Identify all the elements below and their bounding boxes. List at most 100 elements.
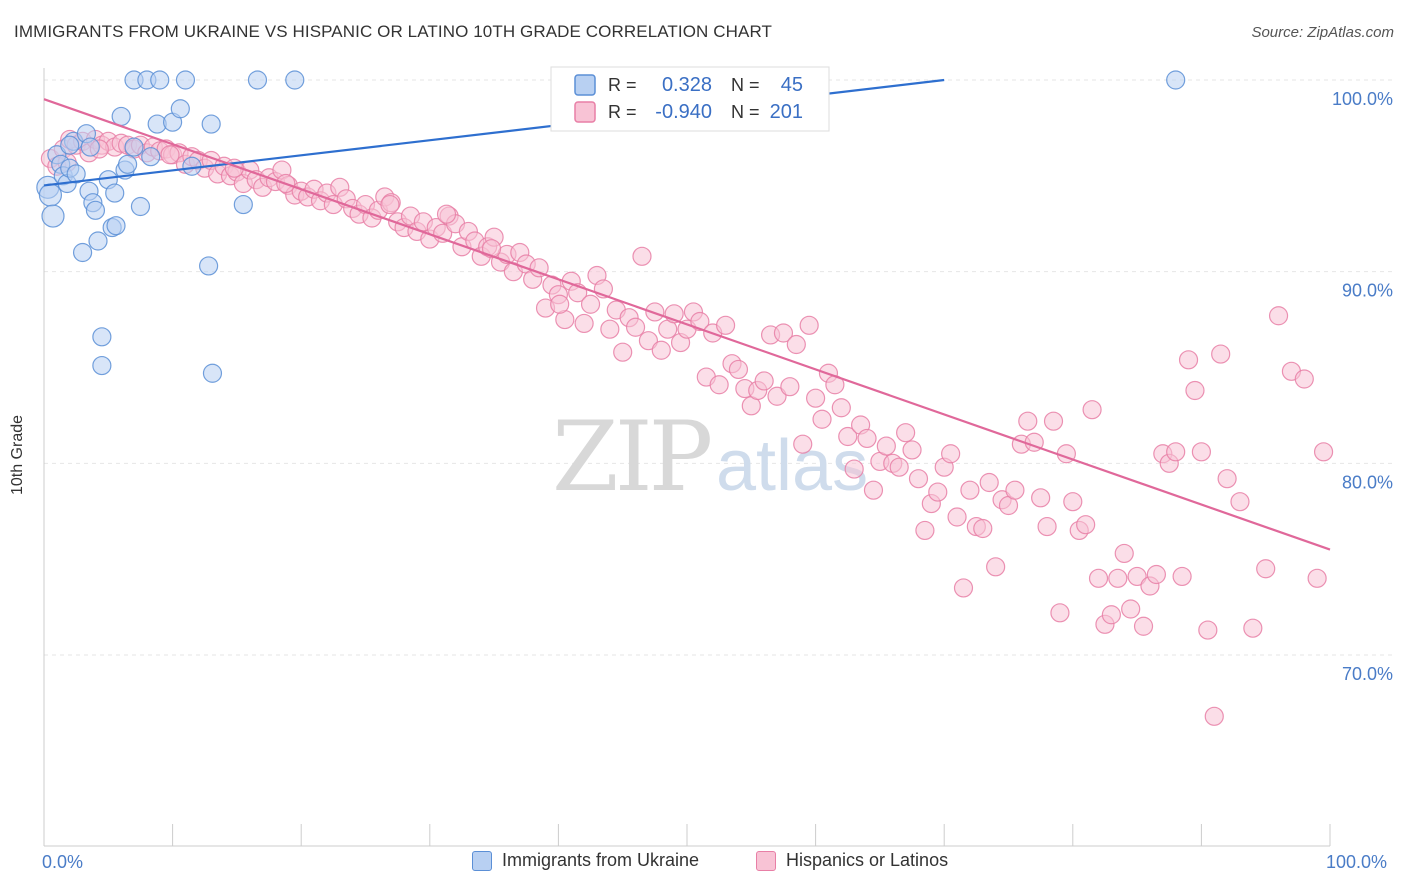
point-hispanic-186: [1256, 559, 1276, 579]
point-hispanic-116: [786, 334, 806, 355]
legend-box-frame: [550, 66, 830, 132]
point-hispanic-107: [728, 359, 749, 380]
point-ukraine-44: [60, 135, 80, 155]
legend-n-value-0: 45: [781, 74, 803, 96]
legend-item-hispanic: Hispanics or Latinos: [756, 850, 948, 871]
point-ukraine-43: [124, 137, 144, 157]
legend-r-label-1: R =: [608, 102, 637, 122]
point-hispanic-105: [715, 315, 736, 335]
point-hispanic-155: [1037, 516, 1057, 537]
point-ukraine-39: [285, 70, 305, 90]
legend-r-label-0: R =: [608, 75, 637, 95]
point-hispanic-177: [1178, 350, 1199, 370]
point-hispanic-117: [793, 434, 813, 454]
point-hispanic-124: [838, 426, 858, 447]
watermark: ZIP atlas: [552, 401, 868, 513]
point-hispanic-101: [690, 311, 710, 332]
point-hispanic-143: [960, 480, 980, 500]
point-hispanic-118: [799, 315, 819, 335]
ukraine-points: [36, 70, 1186, 383]
point-hispanic-199: [481, 239, 502, 259]
point-ukraine-17: [92, 355, 112, 376]
legend-r-value-0: 0.328: [662, 74, 712, 96]
point-hispanic-132: [889, 457, 909, 477]
point-ukraine-10: [72, 242, 93, 263]
point-hispanic-179: [1191, 442, 1212, 462]
point-hispanic-83: [574, 313, 594, 334]
point-ukraine-14: [85, 200, 106, 220]
bottom-legend: Immigrants from Ukraine Hispanics or Lat…: [0, 850, 1406, 880]
point-hispanic-130: [876, 436, 896, 456]
point-hispanic-87: [600, 319, 620, 339]
point-ukraine-1: [38, 183, 63, 207]
legend-r-value-1: -0.940: [655, 101, 712, 123]
point-hispanic-185: [1243, 618, 1263, 638]
point-ukraine-29: [150, 70, 170, 90]
point-hispanic-140: [941, 444, 961, 464]
point-hispanic-114: [773, 323, 794, 343]
y-tick-label-2: 80.0%: [1342, 472, 1393, 492]
point-hispanic-154: [1031, 488, 1051, 508]
axes: [43, 68, 1331, 847]
point-hispanic-84: [580, 294, 601, 314]
point-ukraine-41: [105, 183, 125, 203]
point-hispanic-167: [1114, 543, 1134, 564]
legend-n-value-1: 201: [770, 101, 803, 123]
point-ukraine-20: [106, 216, 126, 236]
x-tick-label-max: 100.0%: [1326, 852, 1388, 872]
point-hispanic-113: [767, 386, 787, 406]
point-ukraine-2: [41, 204, 65, 228]
point-hispanic-120: [812, 409, 832, 429]
point-hispanic-152: [1018, 411, 1038, 431]
point-hispanic-89: [613, 342, 633, 362]
point-hispanic-182: [1211, 344, 1231, 364]
point-hispanic-119: [805, 388, 826, 408]
point-hispanic-180: [1198, 620, 1218, 640]
watermark-zip: ZIP: [552, 401, 711, 513]
point-ukraine-42: [80, 137, 100, 157]
point-hispanic-135: [908, 469, 929, 489]
point-hispanic-178: [1185, 380, 1205, 401]
point-hispanic-128: [863, 480, 884, 500]
legend-swatch-ukraine: [472, 850, 492, 871]
point-hispanic-127: [857, 428, 877, 449]
point-hispanic-150: [1005, 480, 1025, 500]
point-hispanic-157: [1050, 603, 1070, 623]
point-hispanic-134: [902, 440, 922, 460]
trend-line-hispanic: [43, 98, 1331, 551]
point-ukraine-31: [170, 99, 190, 119]
point-hispanic-146: [979, 472, 999, 493]
point-ukraine-35: [201, 114, 221, 134]
source-label: Source: ZipAtlas.com: [1251, 24, 1394, 41]
point-hispanic-161: [1076, 515, 1096, 535]
legend-item-ukraine: Immigrants from Ukraine: [472, 850, 699, 871]
point-hispanic-163: [1088, 568, 1109, 588]
point-ukraine-37: [233, 194, 253, 215]
point-hispanic-138: [928, 482, 948, 502]
point-hispanic-142: [953, 578, 974, 598]
point-hispanic-197: [380, 194, 400, 215]
point-hispanic-95: [651, 340, 671, 360]
point-hispanic-92: [632, 246, 652, 266]
y-tick-label-1: 90.0%: [1342, 281, 1393, 301]
point-hispanic-181: [1204, 706, 1224, 726]
point-hispanic-133: [896, 423, 916, 443]
point-hispanic-147: [986, 557, 1006, 577]
point-hispanic-198: [436, 204, 457, 224]
point-hispanic-111: [754, 371, 774, 391]
point-ukraine-33: [182, 156, 202, 176]
point-ukraine-25: [130, 196, 151, 217]
legend-box-swatch-0: [574, 74, 596, 96]
legend-n-label-0: N =: [731, 75, 760, 95]
point-hispanic-187: [1268, 306, 1289, 326]
point-hispanic-162: [1082, 400, 1102, 420]
point-hispanic-76: [529, 258, 549, 278]
point-hispanic-165: [1101, 605, 1121, 625]
point-ukraine-21: [111, 106, 131, 127]
y-tick-label-0: 100.0%: [1332, 89, 1393, 109]
point-hispanic-172: [1146, 564, 1166, 585]
point-hispanic-125: [844, 459, 864, 479]
legend-swatch-hispanic: [756, 850, 776, 871]
point-hispanic-136: [915, 520, 935, 541]
point-hispanic-176: [1172, 566, 1192, 587]
